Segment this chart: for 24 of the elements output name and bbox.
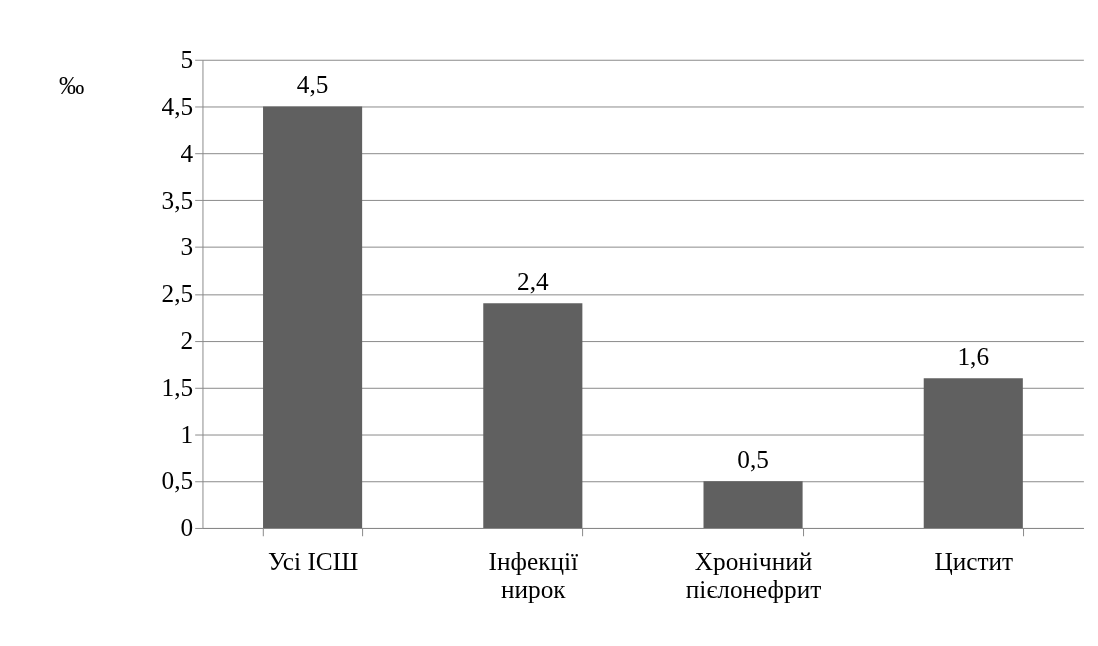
y-axis-title: ‰ xyxy=(58,71,85,100)
x-tick-label: Усі ІСШ xyxy=(267,547,359,576)
bar xyxy=(483,303,583,528)
data-label: 1,6 xyxy=(957,341,990,370)
bar xyxy=(703,481,803,528)
data-label: 4,5 xyxy=(296,69,329,98)
y-tick-label: 4,5 xyxy=(161,91,194,120)
y-tick-label: 5 xyxy=(180,45,194,74)
x-tick-label: Інфекції нирок xyxy=(488,547,579,603)
data-label: 2,4 xyxy=(517,266,549,295)
x-tick-label: Цистит xyxy=(934,547,1014,576)
y-tick-label: 3 xyxy=(180,232,194,261)
y-tick-label: 3,5 xyxy=(161,185,194,214)
y-tick-label: 2 xyxy=(180,325,194,354)
data-label: 0,5 xyxy=(737,444,769,473)
bar xyxy=(923,378,1023,528)
y-tick-label: 0,5 xyxy=(161,466,194,495)
y-tick-label: 2,5 xyxy=(161,279,194,308)
bar xyxy=(263,106,363,528)
y-tick-label: 1,5 xyxy=(161,372,194,401)
y-tick-label: 4 xyxy=(180,138,194,167)
y-tick-label: 0 xyxy=(180,513,194,542)
y-tick-label: 1 xyxy=(180,419,194,448)
x-tick-label: Хронічний пієлонефрит xyxy=(685,547,822,603)
